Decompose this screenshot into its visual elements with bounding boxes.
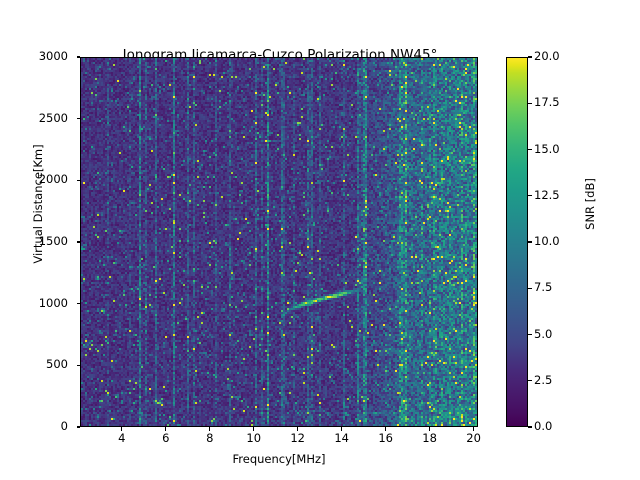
colorbar-tick-mark bbox=[528, 195, 532, 197]
y-tick-mark bbox=[76, 364, 80, 366]
x-tick-mark bbox=[429, 427, 431, 431]
colorbar-tick-label: 17.5 bbox=[534, 95, 560, 110]
colorbar-tick-label: 15.0 bbox=[534, 141, 560, 156]
colorbar-tick-label: 20.0 bbox=[534, 49, 560, 63]
colorbar-tick-mark bbox=[528, 56, 532, 58]
colorbar-tick-label: 10.0 bbox=[534, 234, 560, 248]
x-tick-mark bbox=[121, 427, 123, 431]
x-tick-mark bbox=[473, 427, 475, 431]
y-tick-mark bbox=[76, 241, 80, 243]
ionogram-heatmap bbox=[81, 58, 477, 426]
x-tick-mark bbox=[165, 427, 167, 431]
y-tick-label: 1000 bbox=[38, 295, 68, 310]
y-tick-mark bbox=[76, 179, 80, 181]
x-tick-label: 16 bbox=[378, 431, 393, 445]
x-tick-label: 6 bbox=[162, 431, 170, 445]
x-tick-label: 4 bbox=[118, 431, 126, 445]
colorbar-tick-label: 0.0 bbox=[534, 419, 553, 433]
y-tick-label: 2500 bbox=[38, 110, 68, 125]
x-axis-label: Frequency[MHz] bbox=[232, 452, 326, 466]
y-tick-mark bbox=[76, 118, 80, 120]
x-tick-mark bbox=[341, 427, 343, 431]
colorbar-tick-mark bbox=[528, 380, 532, 382]
y-axis-label: Virtual Distance[Km] bbox=[31, 144, 45, 264]
colorbar-label: SNR [dB] bbox=[583, 178, 597, 230]
colorbar-tick-mark bbox=[528, 148, 532, 151]
y-tick-label: 1500 bbox=[38, 234, 68, 248]
x-tick-mark bbox=[297, 427, 299, 431]
colorbar-tick-label: 7.5 bbox=[534, 280, 553, 295]
y-tick-label: 2000 bbox=[38, 172, 68, 187]
ionogram-plot-area bbox=[80, 57, 478, 427]
y-tick-mark bbox=[76, 426, 80, 428]
x-tick-label: 10 bbox=[246, 431, 262, 445]
x-tick-label: 8 bbox=[206, 431, 214, 445]
x-tick-mark bbox=[385, 427, 387, 431]
x-tick-mark bbox=[209, 427, 211, 431]
colorbar-tick-mark bbox=[528, 333, 532, 336]
y-tick-mark bbox=[76, 303, 80, 305]
x-tick-mark bbox=[253, 427, 255, 431]
colorbar-tick-label: 12.5 bbox=[534, 187, 560, 202]
y-tick-label: 3000 bbox=[38, 49, 68, 63]
snr-colorbar bbox=[506, 57, 528, 427]
colorbar-tick-label: 2.5 bbox=[534, 372, 553, 387]
x-tick-label: 12 bbox=[290, 431, 305, 445]
x-tick-label: 20 bbox=[466, 431, 481, 445]
colorbar-tick-mark bbox=[528, 287, 532, 289]
y-tick-mark bbox=[76, 56, 80, 58]
colorbar-tick-mark bbox=[528, 102, 532, 104]
y-tick-label: 500 bbox=[46, 357, 68, 372]
y-tick-label: 0 bbox=[60, 419, 68, 433]
colorbar-tick-mark bbox=[528, 241, 532, 243]
x-tick-label: 18 bbox=[422, 431, 437, 445]
colorbar-tick-mark bbox=[528, 426, 532, 428]
colorbar-tick-label: 5.0 bbox=[534, 326, 553, 341]
x-tick-label: 14 bbox=[334, 431, 349, 445]
